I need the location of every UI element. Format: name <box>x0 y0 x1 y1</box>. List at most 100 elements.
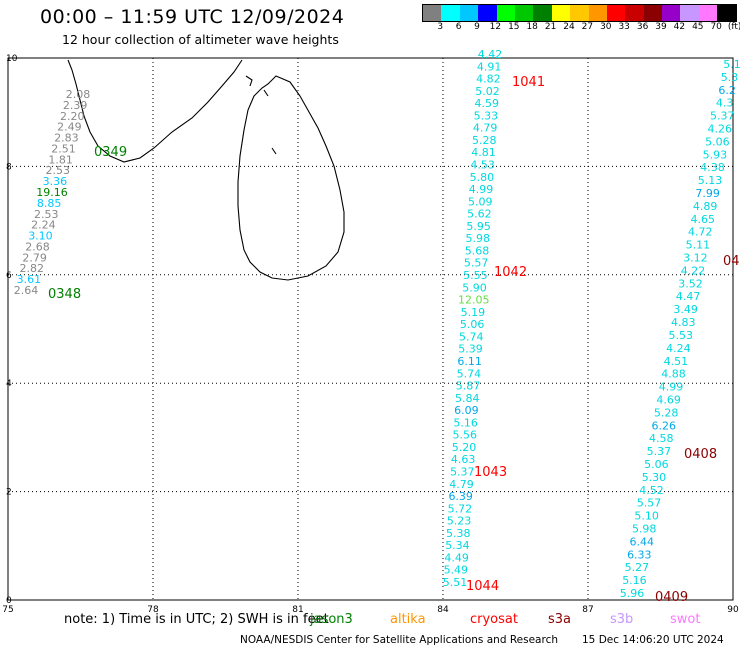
legend-swatch <box>551 5 571 21</box>
swh-value-label: 6.09 <box>454 404 479 417</box>
legend-label: 42 <box>673 22 686 32</box>
swh-value-label: 3.61 <box>17 273 42 286</box>
legend-label: 3 <box>437 22 444 32</box>
y-tick-label: 8 <box>6 162 12 172</box>
legend-swatch <box>717 5 736 21</box>
legend-label: 39 <box>655 22 667 32</box>
swh-value-label: 4.99 <box>659 381 684 394</box>
legend-label: 27 <box>581 22 594 32</box>
legend-swatch <box>514 5 534 21</box>
map-grid <box>8 58 733 600</box>
legend-label: 18 <box>526 22 538 32</box>
x-tick-label: 75 <box>2 605 13 615</box>
swh-value-label: 5.93 <box>703 148 728 161</box>
swh-value-label: 4.79 <box>473 122 498 135</box>
swh-value-label: 5.80 <box>470 171 495 184</box>
swh-value-label: 5.84 <box>455 392 480 405</box>
swh-value-label: 5.49 <box>444 564 469 577</box>
swh-value-label: 5.13 <box>698 174 723 187</box>
satellite-jason3: jason3 <box>310 612 353 627</box>
swh-value-label: 12.05 <box>458 294 490 307</box>
swh-value-label: 6.44 <box>630 535 655 548</box>
swh-value-label: 5.34 <box>445 539 470 552</box>
legend-swatch <box>459 5 479 21</box>
legend-swatch <box>441 5 460 21</box>
legend-swatch <box>478 5 497 21</box>
swh-value-label: 4.69 <box>656 393 681 406</box>
swh-value-label: 5.68 <box>465 244 490 257</box>
y-tick-label: 4 <box>6 379 12 389</box>
swh-value-label: 3.12 <box>683 252 708 265</box>
legend-label: 36 <box>636 22 649 32</box>
swh-value-label: 8.85 <box>37 197 62 210</box>
swh-value-label: 5.33 <box>474 109 499 122</box>
swh-value-label: 5.56 <box>453 429 478 442</box>
legend-label: 21 <box>544 22 557 32</box>
legend-swatch <box>423 5 442 21</box>
swh-value-label: 5.53 <box>669 329 694 342</box>
swh-value-label: 5.72 <box>448 502 473 515</box>
swh-value-label: 5.74 <box>457 367 482 380</box>
x-tick-label: 84 <box>437 605 449 615</box>
pass-time-label: 1044 <box>466 579 499 594</box>
swh-value-label: 5.57 <box>637 497 662 510</box>
swh-value-label: 5.37 <box>450 465 475 478</box>
swh-value-label: 2.79 <box>22 251 47 264</box>
x-tick-label: 90 <box>727 605 739 615</box>
footer-note: note: 1) Time is in UTC; 2) SWH is in fe… <box>64 612 329 627</box>
swh-value-label: 4.26 <box>708 123 733 136</box>
chart-subtitle: 12 hour collection of altimeter wave hei… <box>62 32 339 47</box>
swh-value-label: 5.28 <box>654 406 679 419</box>
swh-value-label: 4.22 <box>681 264 706 277</box>
swh-value-label: 3.49 <box>673 303 698 316</box>
swh-value-label: 19.16 <box>36 186 68 199</box>
swh-value-label: 4.99 <box>469 183 494 196</box>
swh-value-label: 4.65 <box>690 213 715 226</box>
satellite-s3b: s3b <box>610 612 634 627</box>
swh-value-label: 3.52 <box>678 277 703 290</box>
generated-timestamp: 15 Dec 14:06:20 UTC 2024 <box>582 634 724 646</box>
legend-label: 9 <box>474 22 480 32</box>
swh-value-label: 4.59 <box>474 97 499 110</box>
map-frame <box>7 57 734 601</box>
swh-value-label: 4.24 <box>666 342 691 355</box>
y-tick-label: 0 <box>6 596 12 606</box>
swh-value-label: 5.96 <box>620 587 645 600</box>
swh-value-label: 5.20 <box>452 441 477 454</box>
legend-swatch <box>625 5 644 21</box>
x-tick-label: 87 <box>582 605 593 615</box>
swh-value-label: 4.89 <box>693 200 718 213</box>
swh-value-label: 4.49 <box>444 551 469 564</box>
legend-label: 12 <box>489 22 502 32</box>
pass-time-label: 1041 <box>512 75 545 90</box>
swh-value-label: 4.91 <box>477 60 502 73</box>
swh-value-label: 5.06 <box>705 135 730 148</box>
swh-value-label: 6.39 <box>448 490 473 503</box>
swh-value-label: 5.27 <box>625 561 650 574</box>
swh-value-label: 5.37 <box>710 110 735 123</box>
swh-value-label: 5.1 <box>723 58 740 71</box>
swh-value-label: 1.81 <box>48 153 73 166</box>
swh-value-label: 6.2 <box>718 84 736 97</box>
swh-value-label: 4.63 <box>451 453 476 466</box>
swh-value-label: 5.87 <box>456 380 481 393</box>
swh-value-label: 6.11 <box>457 355 482 368</box>
swh-value-label: 4.72 <box>688 226 713 239</box>
satellite-swot: swot <box>670 612 701 627</box>
swh-value-label: 5.37 <box>647 445 672 458</box>
legend-swatch <box>496 5 515 21</box>
swh-value-label: 5.09 <box>468 195 493 208</box>
legend-swatch <box>643 5 663 21</box>
swh-value-label: 5.74 <box>459 330 484 343</box>
legend-label: 6 <box>455 22 462 32</box>
swh-value-label: 6.33 <box>627 548 652 561</box>
swh-value-label: 5.23 <box>447 515 472 528</box>
swh-value-label: 2.24 <box>31 219 56 232</box>
swh-value-label: 4.53 <box>470 159 495 172</box>
pass-time-label: 0349 <box>94 145 127 160</box>
y-tick-label: 10 <box>6 54 18 64</box>
swh-value-label: 5.19 <box>461 306 486 319</box>
swh-value-label: 7.99 <box>695 187 720 200</box>
